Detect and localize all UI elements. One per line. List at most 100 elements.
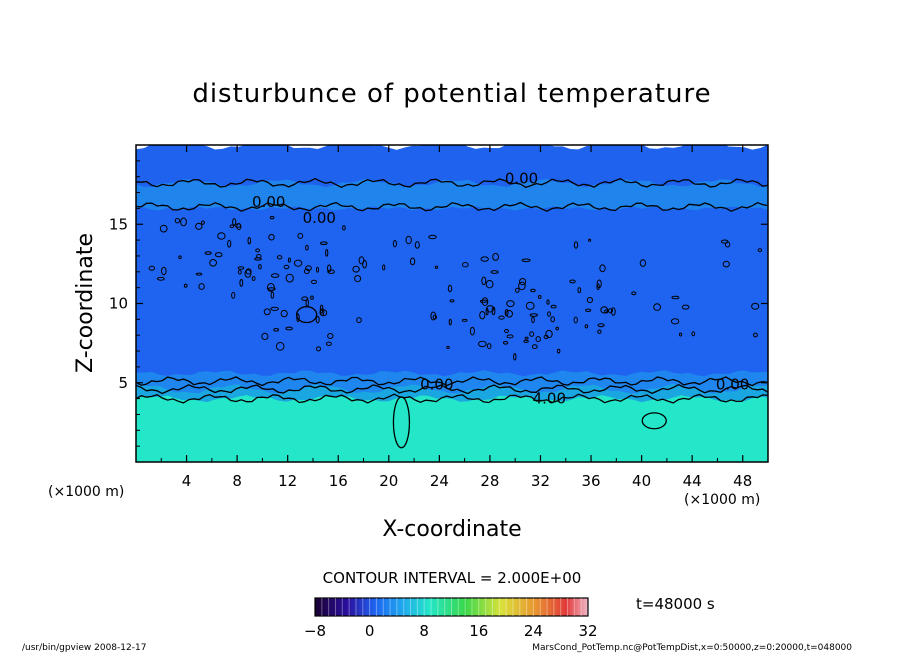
contour-speckle [244, 269, 252, 278]
x-tick-label: 8 [232, 472, 242, 490]
contour-speckle [409, 257, 416, 266]
contour-label: 0.00 [303, 209, 336, 227]
contour-speckle [639, 259, 647, 267]
contour-loop [641, 412, 667, 430]
contour-speckle [255, 248, 261, 253]
contour-speckle [296, 313, 300, 323]
contour-speckle [229, 224, 235, 229]
contour-speckle [157, 276, 165, 281]
contour-speckle [303, 268, 310, 275]
contour-speckle [478, 340, 487, 348]
colorbar [314, 597, 589, 617]
contour-speckle [596, 283, 600, 291]
contour-speckle [519, 278, 527, 286]
contour-speckle [358, 256, 365, 265]
contour-speckle [327, 264, 332, 273]
contour-speckle [531, 344, 538, 350]
contour-speckle [461, 318, 468, 322]
contour-speckle [297, 232, 304, 239]
contour-speckle [498, 315, 505, 320]
contour-speckle [161, 266, 167, 276]
fill-band [136, 178, 768, 214]
fill-band [136, 145, 768, 188]
contour-speckle [180, 217, 187, 227]
contour-speckle [214, 252, 223, 258]
contour-label: 0.00 [716, 375, 749, 393]
contour-speckle [310, 279, 318, 285]
contour-speckle [183, 283, 188, 288]
contour-speckle [209, 259, 218, 267]
y-tick-label: 15 [109, 215, 128, 233]
contour-speckle [469, 326, 475, 336]
contour-speckle [515, 287, 520, 293]
contour-speckle [280, 309, 288, 318]
contour-speckle [550, 316, 556, 323]
contour-speckle [504, 309, 509, 317]
contour-speckle [523, 339, 529, 343]
contour-speckle [405, 235, 412, 245]
contour-speckle [174, 218, 180, 224]
contour-speckle [524, 336, 529, 340]
contour-line [136, 177, 768, 189]
contour-speckle [305, 265, 312, 272]
contour-speckle [285, 326, 293, 331]
contour-speckle [263, 308, 271, 316]
contour-speckle [610, 307, 616, 316]
contour-speckle [354, 275, 362, 283]
contour-speckle [204, 251, 212, 255]
contour-speckle [275, 341, 285, 351]
contour-line [136, 201, 768, 212]
contour-speckle [258, 264, 262, 270]
fill-band [136, 395, 768, 462]
contour-speckle [631, 291, 637, 296]
contour-speckle [320, 241, 328, 245]
contour-speckle [319, 304, 324, 314]
colorbar-tick-label: 24 [524, 622, 543, 640]
x-axis: 4 8 12 16 20 24 28 32 36 40 44 48 [160, 145, 752, 490]
contour-speckle [198, 283, 205, 290]
colorbar-tick-label: 0 [365, 622, 375, 640]
contour-speckle [195, 222, 203, 230]
contour-speckle [518, 281, 526, 291]
plot-area [136, 145, 768, 462]
y-axis: 5 10 15 [109, 160, 768, 447]
contour-speckle [315, 315, 320, 324]
x-tick-label: 36 [581, 472, 600, 490]
contour-speckles [148, 215, 763, 361]
contour-speckle [319, 309, 328, 317]
x-axis-title: X-coordinate [382, 517, 521, 542]
contour-speckle [479, 311, 486, 320]
contour-speckle [555, 326, 560, 331]
contour-speckle [446, 345, 450, 350]
contour-speckle [481, 297, 489, 307]
contour-line [136, 393, 768, 404]
contour-speckle [490, 270, 499, 274]
contour-speckle [545, 329, 553, 339]
contour-speckle [504, 329, 509, 333]
contour-speckle [492, 252, 500, 261]
chart-title: disturbunce of potential temperature [192, 79, 711, 109]
contour-speckle [293, 259, 303, 267]
contour-speckle [597, 329, 602, 334]
contour-label: 0.00 [420, 375, 453, 393]
footer-right: MarsCond_PotTemp.nc@PotTempDist,x=0:5000… [532, 643, 852, 653]
contour-speckle [287, 257, 291, 263]
contour-speckle [301, 296, 309, 302]
contour-speckle [273, 328, 280, 332]
x-tick-label: 4 [182, 472, 192, 490]
contour-line [136, 383, 768, 395]
contour-speckle [753, 332, 758, 338]
contour-speckle [529, 313, 538, 317]
contour-speckle [521, 258, 531, 263]
x-right-unit-label: (×1000 m) [684, 492, 760, 508]
contour-speckle [251, 276, 256, 281]
contour-speckle [486, 343, 492, 350]
contour-speckle [266, 283, 275, 292]
contour-speckle [513, 353, 517, 361]
contour-speckle [530, 288, 536, 293]
contour-speckle [577, 287, 582, 294]
contour-lines [136, 177, 768, 449]
x-left-unit-label: (×1000 m) [48, 484, 124, 500]
contour-speckle [556, 348, 561, 354]
